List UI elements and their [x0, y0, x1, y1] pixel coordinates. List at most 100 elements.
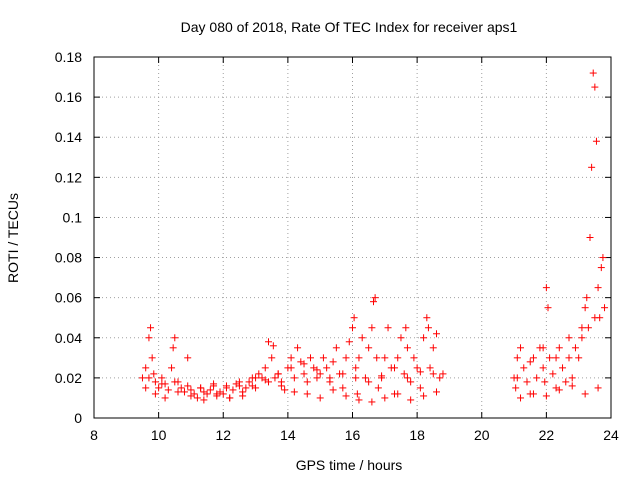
data-point	[358, 334, 366, 342]
data-point	[539, 364, 547, 372]
data-point	[329, 386, 337, 394]
data-point	[352, 364, 360, 372]
y-tick-label: 0.08	[55, 250, 82, 266]
data-point	[549, 370, 557, 378]
x-tick-label: 20	[474, 427, 490, 443]
data-point	[151, 390, 159, 398]
data-point	[439, 370, 447, 378]
data-point	[424, 324, 432, 332]
data-point	[239, 392, 247, 400]
data-point	[151, 378, 159, 386]
data-point	[562, 378, 570, 386]
data-point	[268, 354, 276, 362]
y-tick-label: 0.14	[55, 129, 82, 145]
data-point	[407, 378, 415, 386]
data-point	[271, 374, 279, 382]
y-axis-label: ROTI / TECUs	[5, 193, 21, 283]
data-point	[420, 334, 428, 342]
data-point	[277, 382, 285, 390]
data-point	[306, 354, 314, 362]
data-point	[544, 304, 552, 312]
data-point	[155, 384, 163, 392]
data-point	[539, 344, 547, 352]
axis-ticks: 8 10 12 14 16 18 20 22 24 0 0.02 0.04 0.06 0.08 0.1 0.1…	[55, 49, 619, 443]
data-point	[394, 390, 402, 398]
data-point	[378, 372, 386, 380]
data-point	[368, 324, 376, 332]
data-point	[287, 354, 295, 362]
data-point	[200, 396, 208, 404]
data-point	[147, 324, 155, 332]
data-point	[174, 388, 182, 396]
data-point	[158, 380, 166, 388]
data-point	[171, 334, 179, 342]
data-point	[546, 354, 554, 362]
data-point	[520, 364, 528, 372]
data-point	[164, 386, 172, 394]
data-point	[413, 364, 421, 372]
y-tick-label: 0.16	[55, 89, 82, 105]
data-point	[345, 338, 353, 346]
x-tick-label: 14	[280, 427, 296, 443]
data-point	[568, 382, 576, 390]
data-point	[365, 344, 373, 352]
data-point	[599, 254, 607, 262]
data-point	[591, 314, 599, 322]
data-point	[426, 364, 434, 372]
data-point	[402, 324, 410, 332]
data-point	[403, 374, 411, 382]
data-points	[138, 69, 609, 406]
data-point	[303, 390, 311, 398]
data-point	[290, 388, 298, 396]
data-point	[559, 364, 567, 372]
data-point	[368, 398, 376, 406]
data-point	[352, 374, 360, 382]
y-tick-label: 0.06	[55, 290, 82, 306]
data-point	[565, 354, 573, 362]
data-point	[339, 370, 347, 378]
data-point	[319, 354, 327, 362]
data-point	[542, 284, 550, 292]
data-point	[523, 378, 531, 386]
data-point	[583, 294, 591, 302]
data-point	[581, 390, 589, 398]
data-point	[429, 370, 437, 378]
data-point	[229, 386, 237, 394]
data-point	[588, 163, 596, 171]
data-point	[222, 382, 230, 390]
data-point	[350, 314, 358, 322]
data-point	[342, 392, 350, 400]
data-point	[552, 354, 560, 362]
data-point	[264, 338, 272, 346]
data-point	[370, 298, 378, 306]
data-point	[313, 366, 321, 374]
data-point	[594, 284, 602, 292]
data-point	[158, 374, 166, 382]
data-point	[517, 394, 525, 402]
data-point	[584, 324, 592, 332]
data-point	[436, 374, 444, 382]
data-point	[571, 344, 579, 352]
data-point	[541, 378, 549, 386]
chart-title: Day 080 of 2018, Rate Of TEC Index for r…	[181, 19, 518, 35]
data-point	[526, 358, 534, 366]
data-point	[371, 294, 379, 302]
plot-frame	[93, 56, 612, 419]
data-point	[150, 370, 158, 378]
data-point	[429, 344, 437, 352]
data-point	[575, 354, 583, 362]
data-point	[342, 354, 350, 362]
data-point	[323, 364, 331, 372]
data-point	[373, 354, 381, 362]
data-point	[313, 374, 321, 382]
data-point	[168, 364, 176, 372]
data-point	[300, 360, 308, 368]
data-point	[529, 390, 537, 398]
data-point	[161, 394, 169, 402]
data-point	[326, 374, 334, 382]
data-point	[589, 69, 597, 77]
data-point	[177, 384, 185, 392]
data-point	[303, 378, 311, 386]
data-point	[555, 344, 563, 352]
data-point	[300, 370, 308, 378]
